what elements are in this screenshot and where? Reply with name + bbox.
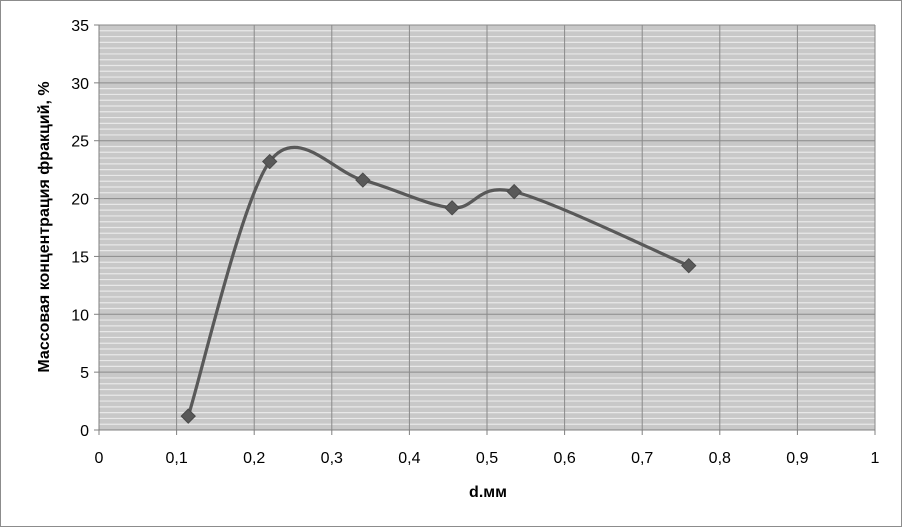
x-tick-label: 0,5: [476, 450, 498, 467]
x-tick-label: 0,6: [553, 450, 575, 467]
x-axis-title: d.мм: [469, 484, 507, 501]
data-point-marker: [506, 183, 522, 200]
x-tick-label: 0,4: [398, 450, 420, 467]
data-point-marker: [444, 200, 460, 216]
y-axis-title: Массовая концентрация фракций, %: [36, 81, 53, 372]
data-point-marker: [681, 257, 697, 274]
y-tick-label: 20: [71, 192, 89, 209]
data-point-marker: [262, 153, 278, 170]
y-tick-label: 0: [80, 423, 89, 440]
y-tick-label: 15: [71, 249, 89, 266]
x-tick-label: 1: [871, 450, 880, 467]
x-tick-label: 0,3: [321, 450, 343, 467]
series-line: [186, 145, 690, 417]
y-tick-label: 10: [71, 307, 89, 324]
y-tick-label: 35: [71, 18, 89, 35]
data-point-marker: [355, 172, 371, 188]
y-tick-label: 5: [80, 365, 89, 382]
x-tick-label: 0,7: [631, 450, 653, 467]
x-tick-label: 0: [95, 450, 104, 467]
x-tick-label: 0,8: [709, 450, 731, 467]
x-tick-label: 0,2: [243, 450, 265, 467]
x-tick-label: 0,1: [165, 450, 187, 467]
data-point-marker: [180, 408, 196, 424]
x-tick-label: 0,9: [786, 450, 808, 467]
y-tick-label: 25: [71, 134, 89, 151]
y-tick-label: 30: [71, 76, 89, 93]
